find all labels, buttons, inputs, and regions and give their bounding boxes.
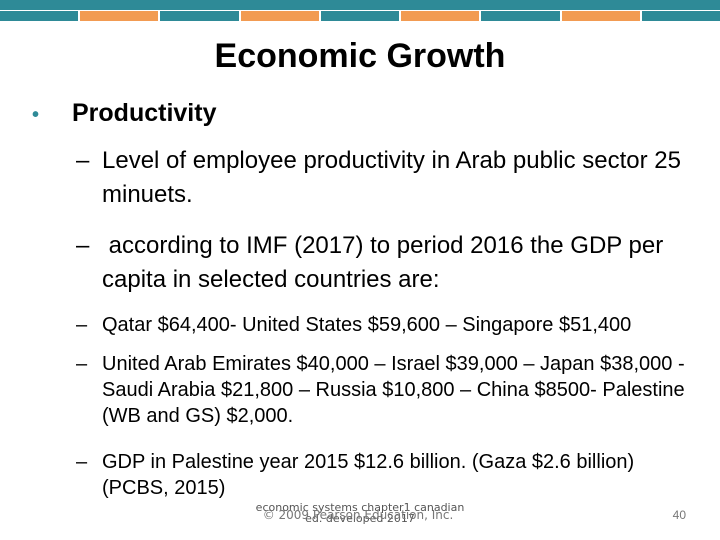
- page-number: 40: [672, 508, 686, 522]
- top-color-band: [0, 0, 720, 10]
- header-stripe: [561, 11, 640, 21]
- footer-note: economic systems chapter1 canadian ed. d…: [250, 502, 470, 524]
- list-item: – GDP in Palestine year 2015 $12.6 billio…: [76, 449, 702, 501]
- dash-icon: –: [76, 232, 90, 259]
- list-item-text: Qatar $64,400- United States $59,600 – S…: [102, 314, 632, 336]
- header-stripe: [481, 11, 560, 21]
- header-stripe: [641, 11, 720, 21]
- list-item-text: according to IMF (2017) to period 2016 t…: [102, 232, 664, 293]
- header-stripe: [0, 11, 79, 21]
- dash-icon: –: [76, 353, 88, 375]
- footer-copyright: © 2009 Pearson Education, Inc.: [262, 508, 454, 522]
- list-item: – Level of employee productivity in Arab …: [76, 144, 702, 212]
- slide-title: Economic Growth: [214, 37, 506, 75]
- header-stripe: [160, 11, 239, 21]
- bullet-label: Productivity: [72, 99, 217, 127]
- header-stripe: [80, 11, 159, 21]
- list-item: – United Arab Emirates $40,000 – Israel $…: [76, 351, 702, 429]
- list-item-text: GDP in Palestine year 2015 $12.6 billion…: [102, 451, 635, 499]
- header-stripe: [401, 11, 480, 21]
- list-item-text: United Arab Emirates $40,000 – Israel $3…: [102, 353, 685, 427]
- list-item-text: Level of employee productivity in Arab p…: [102, 147, 681, 208]
- footer-note-text: economic systems chapter1 canadian ed. d…: [255, 501, 465, 525]
- list-item: – according to IMF (2017) to period 2016…: [76, 229, 702, 297]
- dash-icon: –: [76, 451, 88, 473]
- list-item: – Qatar $64,400- United States $59,600 – …: [76, 312, 702, 338]
- bullet-productivity: • Productivity: [32, 98, 216, 130]
- bullet-dot-icon: •: [32, 104, 40, 126]
- dash-icon: –: [76, 147, 90, 174]
- dash-icon: –: [76, 314, 88, 336]
- header-stripe: [320, 11, 400, 21]
- header-stripe: [240, 11, 319, 21]
